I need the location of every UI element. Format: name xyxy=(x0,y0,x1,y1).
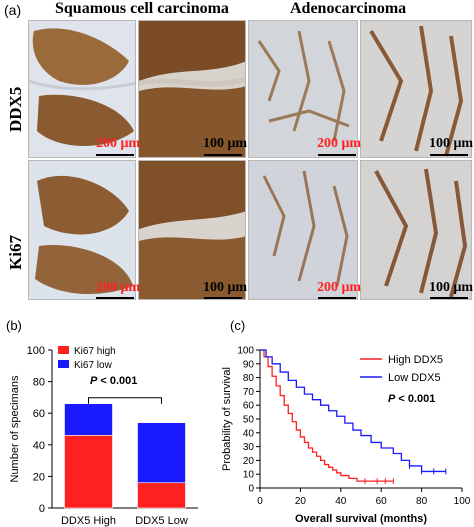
scale-bar xyxy=(430,154,468,156)
scale-bar-label: 100 μm xyxy=(429,136,474,151)
bar-segment xyxy=(64,435,113,509)
micrograph-ddx5-adeno-200 xyxy=(248,20,358,158)
y-tick-label: 80 xyxy=(243,373,255,384)
scale-bar xyxy=(318,297,356,299)
stacked-bar-chart: 0 20 40 60 80 100 DDX5 High DDX5 Low Number of… xyxy=(9,345,198,527)
y-axis-label: Probability of survival xyxy=(221,367,233,471)
legend-label-ki67-low: Ki67 low xyxy=(74,360,113,371)
x-tick-label: 100 xyxy=(454,496,471,507)
y-axis-label: Number of specimans xyxy=(9,375,21,482)
y-tick-label: 80 xyxy=(33,377,45,389)
y-tick-label: 40 xyxy=(33,440,45,452)
y-tick-label: 40 xyxy=(243,428,255,439)
micrograph-ki67-squamous-200 xyxy=(28,160,136,300)
legend-label-ki67-high: Ki67 high xyxy=(74,346,116,357)
survival-curve-low-ddx5 xyxy=(260,349,446,473)
x-tick-label: 0 xyxy=(257,496,263,507)
micrograph-ki67-squamous-100 xyxy=(138,160,246,300)
x-tick-label: 60 xyxy=(376,496,388,507)
x-tick-label: 80 xyxy=(416,496,428,507)
scale-bar-label: 200 μm xyxy=(317,280,362,295)
scale-bar-label: 100 μm xyxy=(429,280,474,295)
pvalue-annotation: P < 0.001 xyxy=(90,375,137,387)
scale-bar-label: 200 μm xyxy=(317,136,362,151)
significance-bracket xyxy=(88,397,162,404)
y-tick-label: 60 xyxy=(243,401,255,412)
micrograph-ki67-adeno-200 xyxy=(248,160,358,300)
y-tick-label: 0 xyxy=(39,503,45,515)
micrograph-ddx5-squamous-200 xyxy=(28,20,136,158)
scale-bar xyxy=(430,297,468,299)
x-tick-label: 40 xyxy=(335,496,347,507)
x-tick-label: 20 xyxy=(295,496,307,507)
y-tick-label: 30 xyxy=(243,442,255,453)
micrograph-ddx5-squamous-100 xyxy=(138,20,246,158)
scale-bar xyxy=(204,154,242,156)
panel-c-label: (c) xyxy=(230,318,246,333)
pvalue-annotation: P < 0.001 xyxy=(388,393,435,405)
y-tick-label: 90 xyxy=(243,359,255,370)
y-tick-label: 20 xyxy=(33,471,45,483)
survival-curve-high-ddx5 xyxy=(260,349,394,482)
y-tick-label: 0 xyxy=(248,484,254,495)
scale-bar xyxy=(318,154,356,156)
survival-curve-chart: 0 10 20 30 40 50 60 70 80 90 100 0 20 40 60 80 100 Prob… xyxy=(221,346,471,526)
scale-bar xyxy=(96,154,134,156)
micrograph-ki67-adeno-100 xyxy=(360,160,472,300)
panel-b-label: (b) xyxy=(6,318,22,333)
scale-bar xyxy=(204,297,242,299)
y-tick-label: 50 xyxy=(243,415,255,426)
x-axis-label: Overall survival (months) xyxy=(295,513,427,525)
y-tick-label: 70 xyxy=(243,387,255,398)
y-tick-label: 100 xyxy=(27,345,45,357)
y-tick-label: 60 xyxy=(33,408,45,420)
micrograph-ddx5-adeno-100 xyxy=(360,20,472,158)
scale-bar-label: 100 μm xyxy=(203,136,248,151)
row-label-ddx5: DDX5 xyxy=(6,86,25,132)
bar-segment xyxy=(137,482,186,509)
scale-bar xyxy=(96,297,134,299)
column-header-squamous: Squamous cell carcinoma xyxy=(55,0,229,17)
y-tick-label: 100 xyxy=(237,346,254,357)
legend-label-high-ddx5: High DDX5 xyxy=(388,354,443,366)
legend-swatch-ki67-low xyxy=(58,360,69,368)
panel-a-label: (a) xyxy=(4,2,22,18)
y-tick-label: 20 xyxy=(243,456,255,467)
scale-bar-label: 200 μm xyxy=(96,280,141,295)
x-tick-label: DDX5 Low xyxy=(135,515,188,527)
bar-segment xyxy=(137,422,186,484)
row-label-ki67: Ki67 xyxy=(6,235,25,270)
bar-segment xyxy=(64,403,113,436)
legend-swatch-ki67-high xyxy=(58,346,69,354)
legend-label-low-ddx5: Low DDX5 xyxy=(388,372,441,384)
scale-bar-label: 200 μm xyxy=(96,136,141,151)
x-tick-label: DDX5 High xyxy=(61,515,116,527)
scale-bar-label: 100 μm xyxy=(203,280,248,295)
column-header-adenocarcinoma: Adenocarcinoma xyxy=(290,0,407,17)
y-tick-label: 10 xyxy=(243,470,255,481)
